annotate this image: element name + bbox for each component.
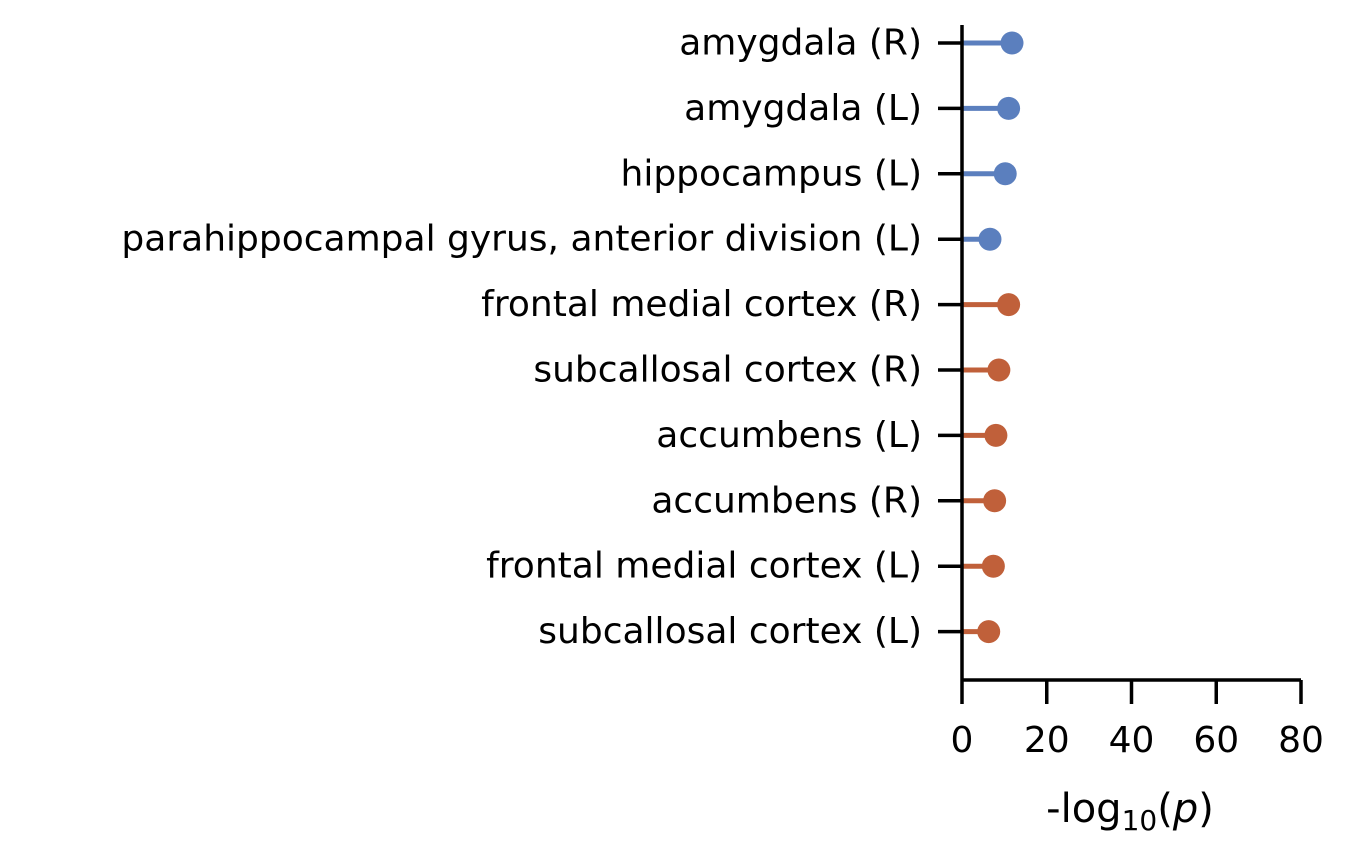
lollipop-point [981,554,1005,578]
y-tick-label: subcallosal cortex (L) [538,611,922,652]
y-tick-label: hippocampus (L) [621,153,922,194]
x-axis-title-prefix: -log [1046,786,1121,832]
y-tick-label: amygdala (L) [684,88,922,129]
lollipop-point [997,293,1021,317]
y-tick-label: amygdala (R) [679,23,922,64]
x-axis-title: -log10(p) [1046,786,1214,837]
lollipop-point [993,162,1017,186]
lollipop-point [987,358,1011,382]
lollipop-point [997,96,1021,120]
lollipop-point [978,227,1002,251]
lollipop-point [984,423,1008,447]
axis-ticks: amygdala (R) amygdala (L) hippocampus (L) p… [121,23,1323,762]
x-tick-label: 40 [1109,720,1155,761]
x-axis-title-variable: p [1172,786,1198,832]
y-tick-label: accumbens (L) [656,415,922,456]
x-axis-title-close-paren: ) [1198,786,1214,832]
x-axis-title-subscript: 10 [1122,804,1158,837]
x-tick-label: 0 [951,720,974,761]
y-tick-label: frontal medial cortex (R) [481,284,922,325]
y-tick-label: accumbens (R) [651,480,922,521]
lollipop-point [1000,31,1024,55]
y-tick-label: subcallosal cortex (R) [533,350,922,391]
y-tick-label: frontal medial cortex (L) [486,546,922,587]
x-tick-label: 80 [1278,720,1324,761]
lollipop-point [977,620,1001,644]
x-axis-title-open-paren: ( [1157,786,1173,832]
x-tick-label: 60 [1193,720,1239,761]
plot-area [962,31,1024,644]
y-tick-label: parahippocampal gyrus, anterior division… [121,219,922,260]
x-tick-label: 20 [1024,720,1070,761]
lollipop-point [983,489,1007,513]
